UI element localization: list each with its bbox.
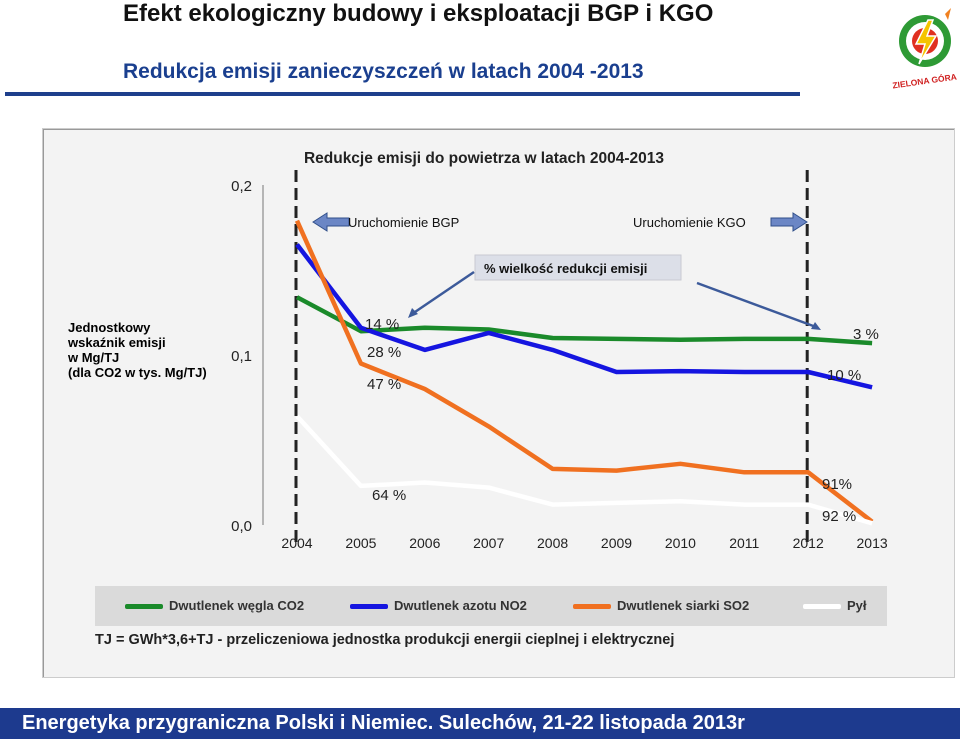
footer: Energetyka przygraniczna Polski i Niemie… [0, 708, 960, 739]
marker-label-kgo: Uruchomienie KGO [633, 215, 746, 230]
legend-item-co2: Dwutlenek węgla CO2 [125, 598, 304, 613]
y-axis-description: Jednostkowy wskaźnik emisji w Mg/TJ (dla… [68, 320, 207, 380]
reduction-label: 92 % [822, 508, 856, 525]
arrow-right-icon [770, 212, 808, 232]
y-axis-line: Jednostkowy [68, 320, 151, 335]
legend-item-no2: Dwutlenek azotu NO2 [350, 598, 527, 613]
legend: Dwutlenek węgla CO2 Dwutlenek azotu NO2 … [95, 586, 887, 626]
pointer-arrow [696, 281, 817, 329]
reduction-label: 10 % [827, 367, 861, 384]
footer-text: Energetyka przygraniczna Polski i Niemie… [22, 712, 745, 734]
y-tick-label: 0,2 [231, 178, 252, 195]
reduction-label: 3 % [853, 326, 879, 343]
legend-label: Dwutlenek azotu NO2 [394, 598, 527, 613]
x-tick-label: 2011 [729, 535, 759, 551]
annotation-box-text: % wielkość redukcji emisji [484, 261, 647, 276]
series-line [295, 295, 873, 346]
series-line [295, 243, 873, 390]
header-divider [5, 92, 800, 96]
x-tick-label: 2012 [793, 535, 824, 551]
series-line [295, 414, 873, 526]
legend-item-dust: Pył [803, 598, 867, 613]
series-line [294, 219, 874, 524]
x-tick-label: 2006 [409, 535, 440, 551]
x-tick-label: 2004 [281, 535, 312, 551]
legend-item-so2: Dwutlenek siarki SO2 [573, 598, 749, 613]
page-subtitle: Redukcja emisji zanieczyszczeń w latach … [123, 60, 644, 83]
y-axis-line: w Mg/TJ [68, 350, 120, 365]
legend-label: Dwutlenek węgla CO2 [169, 598, 305, 613]
green-energy-logo-icon: ZIELONA GÓRA [892, 8, 957, 90]
x-tick-label: 2008 [537, 535, 568, 551]
y-axis-line: wskaźnik emisji [68, 335, 166, 350]
legend-label: Pył [847, 598, 867, 613]
marker-label-bgp: Uruchomienie BGP [348, 215, 459, 230]
pointer-arrowhead-icon [408, 308, 418, 318]
chart-title: Redukcje emisji do powietrza w latach 20… [304, 150, 664, 167]
pointer-arrowhead-icon [811, 322, 821, 330]
reduction-label: 91% [822, 476, 852, 493]
reduction-label: 14 % [365, 316, 399, 333]
reduction-label: 28 % [367, 344, 401, 361]
x-tick-label: 2007 [473, 535, 504, 551]
unit-note: TJ = GWh*3,6+TJ - przeliczeniowa jednost… [95, 632, 675, 648]
y-tick-label: 0,1 [231, 348, 252, 365]
pointer-arrow [411, 270, 475, 316]
annotation-box [474, 254, 682, 281]
x-tick-label: 2013 [857, 535, 888, 551]
reduction-label: 64 % [372, 487, 406, 504]
x-tick-label: 2010 [665, 535, 696, 551]
x-tick-label: 2009 [601, 535, 632, 551]
reduction-label: 47 % [367, 376, 401, 393]
y-tick-label: 0,0 [231, 518, 252, 535]
x-tick-label: 2005 [345, 535, 376, 551]
page-title: Efekt ekologiczny budowy i eksploatacji … [123, 0, 714, 27]
y-axis-line: (dla CO2 w tys. Mg/TJ) [68, 365, 207, 380]
arrow-left-icon [312, 212, 350, 232]
legend-label: Dwutlenek siarki SO2 [617, 598, 750, 613]
